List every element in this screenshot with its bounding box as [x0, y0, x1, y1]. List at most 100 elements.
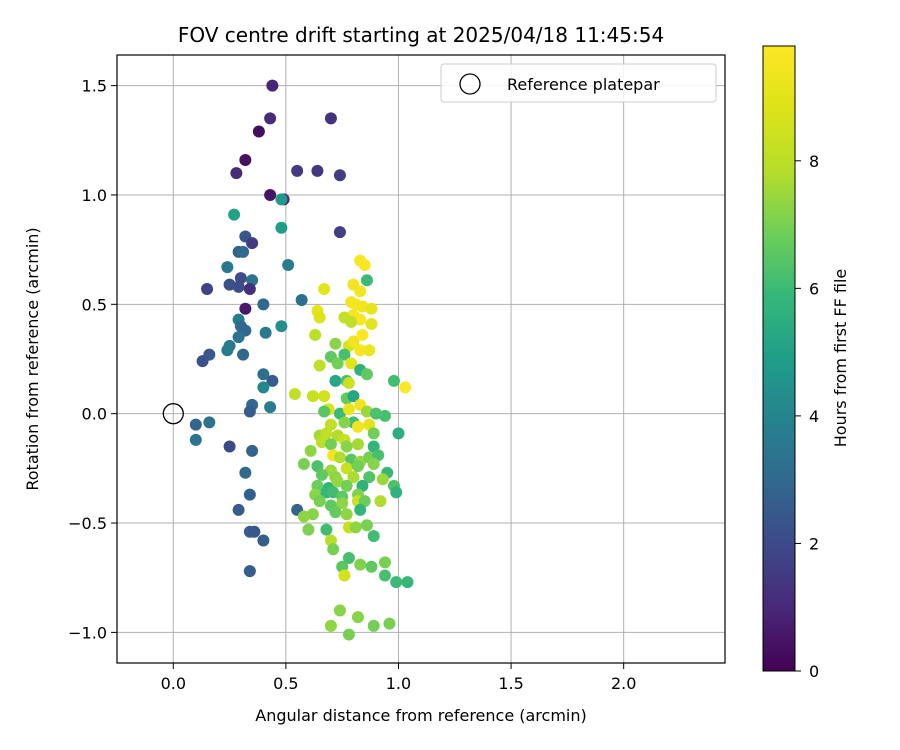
data-point — [342, 377, 355, 390]
data-point — [306, 508, 319, 521]
colorbar-tick-label: 2 — [809, 534, 819, 553]
data-point — [189, 433, 202, 446]
data-point — [363, 471, 376, 484]
data-point — [329, 506, 342, 519]
data-point — [378, 409, 391, 422]
data-point — [351, 460, 364, 473]
data-point — [329, 337, 342, 350]
x-tick-label: 0.0 — [161, 674, 186, 693]
data-point — [324, 619, 337, 632]
data-point — [356, 328, 369, 341]
reference-marker-icon — [162, 403, 184, 425]
data-point — [306, 390, 319, 403]
x-tick-label: 1.5 — [498, 674, 523, 693]
data-point — [340, 508, 353, 521]
data-point — [378, 556, 391, 569]
data-point — [315, 468, 328, 481]
data-point — [333, 226, 346, 239]
y-tick-label: 0.0 — [82, 405, 107, 424]
data-point — [282, 258, 295, 271]
data-point — [309, 328, 322, 341]
data-point — [345, 315, 358, 328]
data-point — [230, 167, 243, 180]
colorbar-tick-label: 8 — [809, 152, 819, 171]
data-point — [297, 510, 310, 523]
data-point — [304, 444, 317, 457]
data-point — [232, 331, 245, 344]
x-tick-label: 2.0 — [611, 674, 636, 693]
data-point — [313, 359, 326, 372]
data-point — [196, 355, 209, 368]
data-point — [203, 416, 216, 429]
data-point — [243, 488, 256, 501]
data-point — [237, 348, 250, 361]
legend-marker-icon — [459, 73, 481, 95]
data-point — [243, 405, 256, 418]
colorbar-tick-label: 4 — [809, 407, 819, 426]
data-point — [342, 628, 355, 641]
data-point — [365, 560, 378, 573]
data-point — [311, 164, 324, 177]
data-point — [369, 407, 382, 420]
data-point — [313, 311, 326, 324]
colorbar-gradient — [762, 45, 796, 672]
data-point — [342, 552, 355, 565]
data-point — [331, 357, 344, 370]
data-point — [340, 479, 353, 492]
data-point — [338, 416, 351, 429]
data-point — [367, 427, 380, 440]
data-point — [376, 473, 389, 486]
data-point — [387, 374, 400, 387]
data-point — [243, 283, 256, 296]
data-point — [333, 604, 346, 617]
reference-marker-group — [162, 403, 184, 425]
data-point — [239, 302, 252, 315]
data-point — [266, 374, 279, 387]
data-point — [333, 451, 346, 464]
data-point — [351, 420, 364, 433]
data-point — [275, 320, 288, 333]
x-axis-ticks: 0.0 0.5 1.0 1.5 2.0 — [161, 663, 636, 693]
y-tick-label: 1.0 — [82, 186, 107, 205]
y-axis-label: Rotation from reference (arcmin) — [23, 227, 42, 490]
legend-label: Reference platepar — [507, 75, 660, 94]
data-point — [351, 611, 364, 624]
data-point — [331, 475, 344, 488]
data-point — [264, 188, 277, 201]
data-point — [259, 326, 272, 339]
data-point — [327, 543, 340, 556]
data-point — [340, 440, 353, 453]
data-point — [345, 357, 358, 370]
data-point — [392, 427, 405, 440]
data-point — [354, 344, 367, 357]
data-point — [189, 418, 202, 431]
data-point — [318, 390, 331, 403]
y-tick-label: 1.5 — [82, 77, 107, 96]
data-point — [365, 318, 378, 331]
data-point — [239, 466, 252, 479]
y-axis-ticks: −1.0 −0.5 0.0 0.5 1.0 1.5 — [68, 77, 117, 642]
data-point — [302, 523, 315, 536]
data-point — [246, 237, 259, 250]
chart-title: FOV centre drift starting at 2025/04/18 … — [178, 23, 664, 47]
data-point — [367, 619, 380, 632]
data-point — [390, 576, 403, 589]
data-point — [399, 381, 412, 394]
data-point — [264, 112, 277, 125]
data-point — [223, 440, 236, 453]
data-point — [338, 348, 351, 361]
data-points — [189, 79, 414, 641]
data-point — [338, 569, 351, 582]
data-point — [266, 79, 279, 92]
legend: Reference platepar — [440, 63, 717, 103]
colorbar: 0 2 4 6 8 Hours from first FF file — [762, 45, 850, 681]
legend-box — [440, 63, 717, 103]
data-point — [327, 486, 340, 499]
data-point — [228, 208, 241, 221]
data-point — [318, 283, 331, 296]
data-point — [315, 436, 328, 449]
data-point — [347, 390, 360, 403]
data-point — [291, 164, 304, 177]
data-point — [336, 497, 349, 510]
